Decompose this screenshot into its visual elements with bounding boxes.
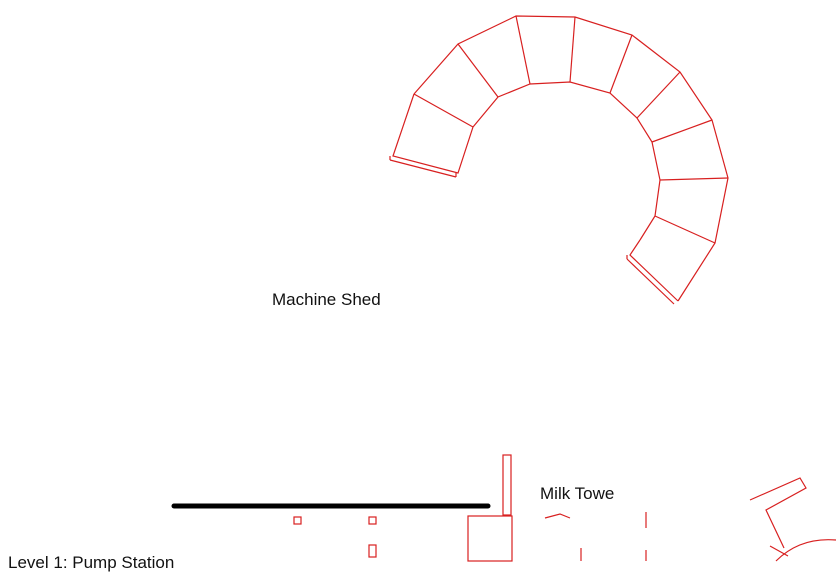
milk-tower-building [467, 515, 513, 562]
level-label: Level 1: Pump Station [8, 553, 175, 572]
small-square-3 [368, 544, 377, 558]
milk-tower-partial-shape [544, 513, 571, 519]
right-edge-structure [749, 477, 807, 549]
milk-tower-label: Milk Towe [540, 484, 615, 503]
lower-structures [171, 454, 836, 562]
small-square-2 [368, 516, 377, 525]
machine-shed-label: Machine Shed [272, 290, 381, 309]
milk-tower-post [502, 454, 512, 516]
machine-shed-outline [389, 15, 729, 305]
small-square-1 [293, 516, 302, 525]
